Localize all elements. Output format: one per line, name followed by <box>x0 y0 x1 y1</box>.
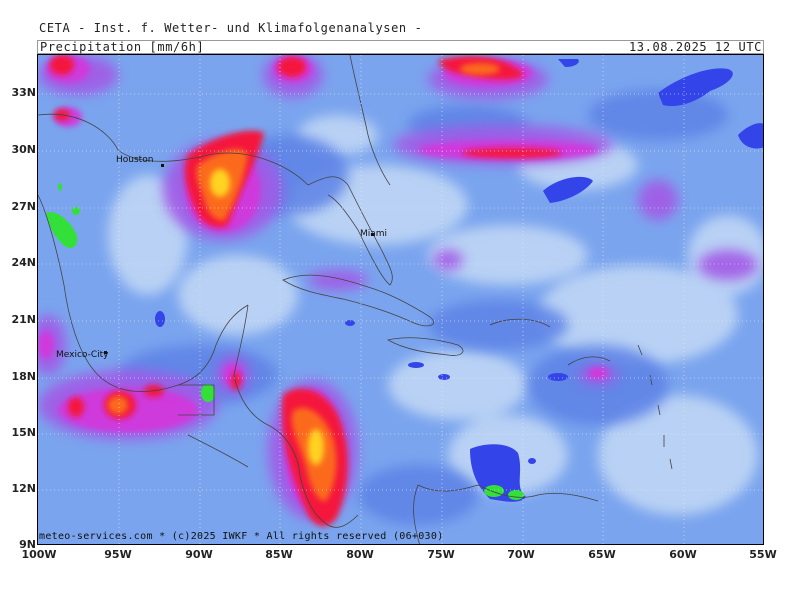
lat-label-18n: 18N <box>11 370 36 383</box>
lon-label-85w: 85W <box>265 548 293 561</box>
city-marker <box>161 164 164 167</box>
lat-label-12n: 12N <box>11 482 36 495</box>
lat-label-15n: 15N <box>11 426 36 439</box>
header-box <box>37 40 764 54</box>
city-marker <box>371 233 374 236</box>
light-precip-areas <box>108 115 763 515</box>
yellow-cores <box>210 169 324 465</box>
lon-label-55w: 55W <box>749 548 777 561</box>
city-label-mexico-city: Mexico-City <box>56 350 109 360</box>
city-label-miami: Miami <box>360 229 387 239</box>
lat-label-9n: 9N <box>19 538 36 551</box>
green-cores <box>46 183 524 500</box>
lon-label-95w: 95W <box>104 548 132 561</box>
lat-label-33n: 33N <box>11 86 36 99</box>
lat-label-30n: 30N <box>11 143 36 156</box>
valid-time-label: 13.08.2025 12 UTC <box>628 40 762 54</box>
city-marker <box>104 351 107 354</box>
copyright-notice: meteo-services.com * (c)2025 IWKF * All … <box>39 531 444 542</box>
coastlines <box>38 55 673 544</box>
lon-label-75w: 75W <box>427 548 455 561</box>
blue-cores <box>155 59 763 502</box>
city-houston: Houston <box>116 155 164 167</box>
lon-label-80w: 80W <box>346 548 374 561</box>
lon-label-90w: 90W <box>185 548 213 561</box>
product-title: CETA - Inst. f. Wetter- und Klimafolgena… <box>39 21 423 35</box>
lon-label-100w: 100W <box>21 548 57 561</box>
city-label-houston: Houston <box>116 155 153 165</box>
city-mexico-city: Mexico-City <box>56 350 109 360</box>
city-miami: Miami <box>360 229 387 239</box>
lat-label-24n: 24N <box>11 256 36 269</box>
parameter-label: Precipitation [mm/6h] <box>40 40 205 54</box>
lat-label-27n: 27N <box>11 200 36 213</box>
lat-label-21n: 21N <box>11 313 36 326</box>
precipitation-map: Houston Miami Mexico-City <box>37 54 764 545</box>
lon-label-70w: 70W <box>507 548 535 561</box>
lon-label-65w: 65W <box>588 548 616 561</box>
lon-label-60w: 60W <box>669 548 697 561</box>
